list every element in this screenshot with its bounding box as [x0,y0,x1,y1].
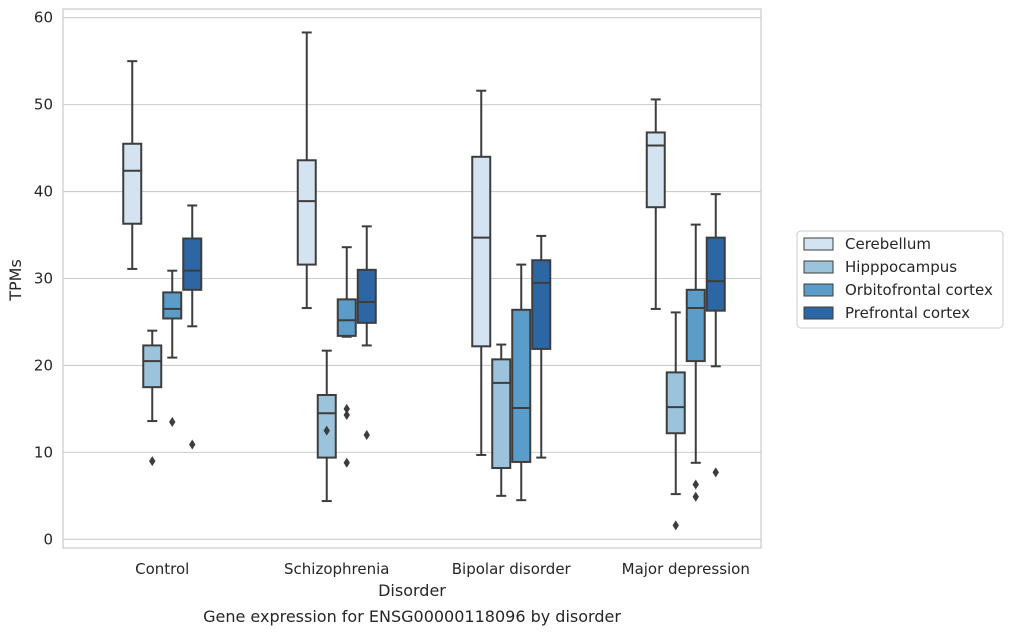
box-iqr [665,371,686,435]
box-hipppocampus [142,329,163,467]
x-tick-label: Bipolar disorder [452,560,572,578]
x-tick-label: Schizophrenia [284,560,389,578]
plot-frame [62,8,762,549]
legend-label: Cerebellum [845,235,931,253]
y-tick-label: 0 [43,530,53,548]
x-axis-label: Disorder [378,581,446,600]
boxes [122,31,726,531]
box-iqr [356,268,377,324]
box-prefrontal-cortex [705,193,726,478]
box-iqr [296,159,317,266]
y-tick-labels: 0 10 20 30 40 50 60 [34,9,53,549]
box-iqr [182,237,203,291]
outlier-point [672,520,679,531]
box-iqr [705,236,726,312]
legend-label: Hipppocampus [845,258,957,276]
box-iqr [471,155,492,348]
legend-label: Orbitofrontal cortex [845,281,993,299]
box-prefrontal-cortex [356,225,377,440]
box-cerebellum [471,89,492,456]
box-iqr [511,308,532,463]
legend-swatch [803,237,834,251]
box-orbitofrontal-cortex [685,223,706,502]
outlier-point [692,479,699,490]
grid-lines [63,17,761,540]
box-iqr [162,291,183,320]
y-tick-label: 30 [34,270,53,288]
outlier-point [712,467,719,478]
box-orbitofrontal-cortex [336,246,357,468]
y-tick-label: 40 [34,183,53,201]
box-cerebellum [296,31,317,310]
legend: Cerebellum Hipppocampus Orbitofrontal cort… [796,230,1004,329]
x-tick-label: Control [135,560,189,578]
y-axis-label: TPMs [6,259,25,302]
outlier-point [363,429,370,440]
box-iqr [491,358,512,470]
outlier-point [343,403,350,414]
box-hipppocampus [316,349,337,503]
box-iqr [336,298,357,337]
box-orbitofrontal-cortex [162,269,183,427]
legend-swatch [803,260,834,274]
y-tick-label: 10 [34,443,53,461]
box-cerebellum [645,98,666,310]
y-tick-label: 50 [34,96,53,114]
y-tick-label: 60 [34,9,53,27]
legend-frame [796,230,1004,329]
box-iqr [142,344,163,389]
box-iqr [531,259,552,350]
box-iqr [122,142,143,225]
outlier-point [169,416,176,427]
box-cerebellum [122,60,143,270]
box-prefrontal-cortex [531,234,552,459]
legend-swatch [803,283,834,297]
outlier-point [343,457,350,468]
outlier-point [343,409,350,420]
outlier-point [323,425,330,436]
x-tick-labels: Control Schizophrenia Bipolar disorder Majo… [135,560,750,578]
outlier-point [189,439,196,450]
chart-caption: Gene expression for ENSG00000118096 by d… [203,607,621,626]
x-tick-label: Major depression [622,560,750,578]
box-orbitofrontal-cortex [511,263,532,502]
outlier-point [692,491,699,502]
outlier-point [149,456,156,467]
legend-swatch [803,306,834,320]
box-hipppocampus [665,311,686,531]
box-iqr [645,131,666,209]
y-tick-label: 20 [34,356,53,374]
legend-label: Prefrontal cortex [845,304,970,322]
box-iqr [685,288,706,363]
box-prefrontal-cortex [182,204,203,450]
box-hipppocampus [491,343,512,497]
